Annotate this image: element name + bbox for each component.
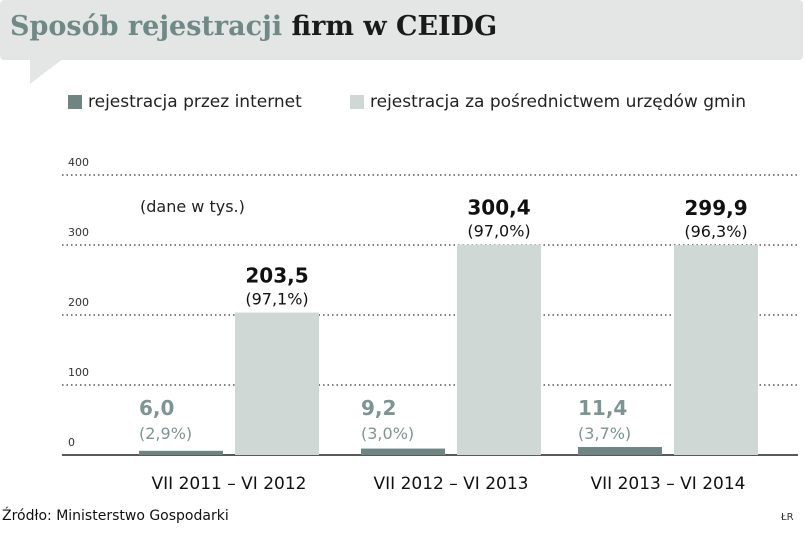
x-category-label: VII 2012 – VI 2013 — [374, 474, 529, 494]
bar-urzedy — [235, 312, 319, 455]
title-speech-tail — [30, 58, 64, 84]
author-initials: ŁR — [781, 512, 794, 523]
data-label-internet-share: (3,0%) — [361, 424, 414, 443]
data-label-internet-share: (2,9%) — [139, 424, 192, 443]
data-label-urzedy-share: (97,0%) — [467, 222, 530, 241]
legend-label-urzedy: rejestracja za pośrednictwem urzędów gmi… — [370, 92, 747, 112]
y-tick-label: 0 — [68, 436, 75, 449]
data-label-internet-share: (3,7%) — [578, 424, 631, 443]
data-label-urzedy-value: 299,9 — [684, 196, 747, 220]
data-label-urzedy-value: 203,5 — [245, 264, 308, 288]
data-label-urzedy-share: (96,3%) — [684, 222, 747, 241]
x-category-label: VII 2013 – VI 2014 — [591, 474, 746, 494]
bar-urzedy — [457, 244, 541, 455]
y-tick-label: 400 — [68, 156, 89, 169]
bar-urzedy — [674, 245, 758, 455]
title-part-2: firm w CEIDG — [291, 11, 498, 42]
data-label-urzedy-share: (97,1%) — [245, 290, 308, 309]
legend-item-urzedy: rejestracja za pośrednictwem urzędów gmi… — [350, 92, 746, 112]
source-note: Źródło: Ministerstwo Gospodarki — [2, 508, 229, 524]
bar-internet — [361, 448, 445, 455]
legend-swatch-urzedy — [350, 95, 364, 109]
y-tick-label: 300 — [68, 226, 89, 239]
legend-swatch-internet — [68, 95, 82, 109]
title-bar — [0, 0, 803, 60]
y-tick-label: 200 — [68, 296, 89, 309]
data-label-internet-value: 11,4 — [578, 396, 627, 420]
data-label-urzedy-value: 300,4 — [467, 196, 530, 220]
data-label-internet-value: 9,2 — [361, 396, 396, 420]
y-tick-label: 100 — [68, 366, 89, 379]
chart-title: Sposób rejestracji firm w CEIDG — [10, 11, 497, 42]
legend-item-internet: rejestracja przez internet — [68, 92, 302, 112]
data-label-internet-value: 6,0 — [139, 396, 174, 420]
bar-internet — [139, 450, 223, 455]
chart-note: (dane w tys.) — [140, 197, 245, 216]
title-part-1: Sposób rejestracji — [10, 11, 283, 42]
legend-label-internet: rejestracja przez internet — [88, 92, 302, 112]
bar-internet — [578, 447, 662, 455]
x-category-label: VII 2011 – VI 2012 — [152, 474, 307, 494]
